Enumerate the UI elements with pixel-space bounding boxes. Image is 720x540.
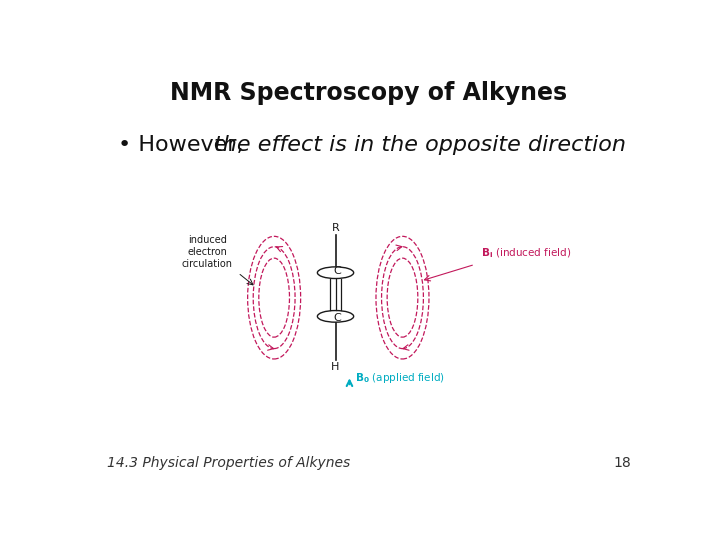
Text: $\mathbf{B_0}$ (applied field): $\mathbf{B_0}$ (applied field) bbox=[355, 372, 445, 386]
Text: • However,: • However, bbox=[118, 136, 251, 156]
Text: R: R bbox=[332, 223, 339, 233]
Text: induced
electron
circulation: induced electron circulation bbox=[181, 235, 233, 268]
Text: 18: 18 bbox=[613, 456, 631, 470]
Text: the effect is in the opposite direction: the effect is in the opposite direction bbox=[214, 136, 626, 156]
Text: C: C bbox=[333, 266, 341, 275]
Text: H: H bbox=[331, 362, 340, 372]
Text: C: C bbox=[333, 313, 341, 322]
Text: NMR Spectroscopy of Alkynes: NMR Spectroscopy of Alkynes bbox=[171, 82, 567, 105]
Text: 14.3 Physical Properties of Alkynes: 14.3 Physical Properties of Alkynes bbox=[107, 456, 350, 470]
Text: $\mathbf{B_i}$ (induced field): $\mathbf{B_i}$ (induced field) bbox=[481, 247, 571, 260]
